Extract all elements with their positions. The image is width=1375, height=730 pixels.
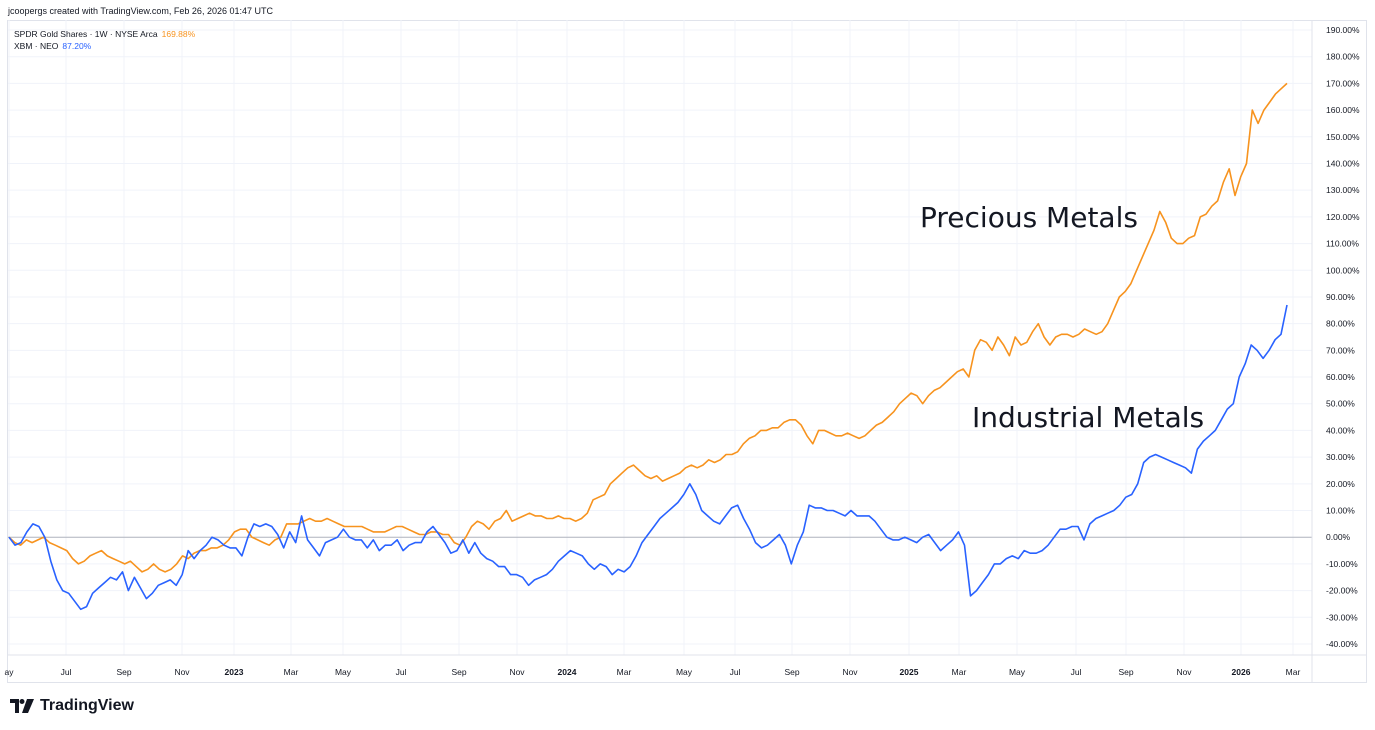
y-tick-label: 50.00%: [1326, 399, 1355, 409]
y-tick-label: -40.00%: [1326, 639, 1358, 649]
legend-value-xbm: 87.20%: [62, 41, 92, 51]
y-tick-label: 70.00%: [1326, 345, 1355, 355]
y-tick-label: 140.00%: [1326, 158, 1360, 168]
x-tick-label: May: [1009, 667, 1026, 677]
y-tick-label: 120.00%: [1326, 212, 1360, 222]
y-tick-label: 190.00%: [1326, 25, 1360, 35]
x-tick-label: Nov: [1176, 667, 1192, 677]
x-tick-label: ay: [5, 667, 15, 677]
y-tick-label: -10.00%: [1326, 559, 1358, 569]
series-lines: [8, 82, 1288, 611]
x-tick-label: Mar: [952, 667, 967, 677]
x-tick-label: Sep: [451, 667, 466, 677]
x-tick-label: Jul: [730, 667, 741, 677]
y-tick-label: 170.00%: [1326, 78, 1360, 88]
y-tick-label: 20.00%: [1326, 479, 1355, 489]
x-tick-label: Jul: [396, 667, 407, 677]
x-tick-label: 2023: [225, 667, 244, 677]
tradingview-wordmark: TradingView: [40, 697, 134, 714]
x-tick-label: Nov: [842, 667, 858, 677]
x-tick-label: May: [676, 667, 693, 677]
legend-item-xbm[interactable]: XBM · NEO 87.20%: [14, 40, 195, 52]
y-tick-label: 40.00%: [1326, 425, 1355, 435]
legend-label-gold: SPDR Gold Shares · 1W · NYSE Arca: [14, 29, 158, 39]
legend-value-gold: 169.88%: [161, 29, 196, 39]
y-tick-label: 180.00%: [1326, 52, 1360, 62]
x-axis: ay Jul Sep Nov 2023 Mar May Jul Sep Nov 2024 Mar May…: [5, 654, 1366, 677]
x-tick-label: Jul: [1071, 667, 1082, 677]
chart-frame[interactable]: [7, 20, 1367, 683]
annotations: Precious Metals Industrial Metals: [920, 201, 1204, 434]
x-tick-label: Mar: [284, 667, 299, 677]
y-tick-label: 160.00%: [1326, 105, 1360, 115]
legend-label-xbm: XBM · NEO: [14, 41, 59, 51]
attribution-text: jcoopergs created with TradingView.com, …: [8, 6, 273, 16]
x-tick-label: 2024: [558, 667, 577, 677]
y-tick-label: -20.00%: [1326, 586, 1358, 596]
x-tick-label: 2025: [900, 667, 919, 677]
y-tick-label: 130.00%: [1326, 185, 1360, 195]
x-tick-label: May: [335, 667, 352, 677]
series-line-gold: [8, 82, 1288, 573]
y-tick-label: 0.00%: [1326, 532, 1351, 542]
tradingview-logo-icon: [10, 699, 34, 713]
series-line-xbm: [8, 304, 1288, 611]
x-tick-label: Jul: [61, 667, 72, 677]
y-tick-label: 80.00%: [1326, 319, 1355, 329]
x-tick-label: Mar: [1286, 667, 1301, 677]
grid-lines: [8, 20, 1312, 655]
x-tick-label: 2026: [1232, 667, 1251, 677]
y-tick-label: 90.00%: [1326, 292, 1355, 302]
y-tick-label: 10.00%: [1326, 506, 1355, 516]
y-tick-label: 100.00%: [1326, 265, 1360, 275]
legend-item-gold[interactable]: SPDR Gold Shares · 1W · NYSE Arca 169.88%: [14, 28, 195, 40]
x-tick-label: Sep: [1118, 667, 1133, 677]
y-tick-label: 30.00%: [1326, 452, 1355, 462]
tradingview-brand[interactable]: TradingView: [10, 697, 134, 715]
x-tick-label: Nov: [509, 667, 525, 677]
annotation-precious-metals: Precious Metals: [920, 201, 1138, 234]
x-tick-label: Mar: [617, 667, 632, 677]
y-axis: 190.00% 180.00% 170.00% 160.00% 150.00% 140.0…: [1311, 20, 1360, 683]
annotation-industrial-metals: Industrial Metals: [972, 401, 1204, 434]
y-tick-label: 60.00%: [1326, 372, 1355, 382]
x-tick-label: Sep: [116, 667, 131, 677]
legend: SPDR Gold Shares · 1W · NYSE Arca 169.88%…: [14, 28, 195, 52]
x-tick-label: Nov: [174, 667, 190, 677]
x-tick-label: Sep: [784, 667, 799, 677]
y-tick-label: -30.00%: [1326, 612, 1358, 622]
y-tick-label: 110.00%: [1326, 239, 1359, 249]
y-tick-label: 150.00%: [1326, 132, 1360, 142]
